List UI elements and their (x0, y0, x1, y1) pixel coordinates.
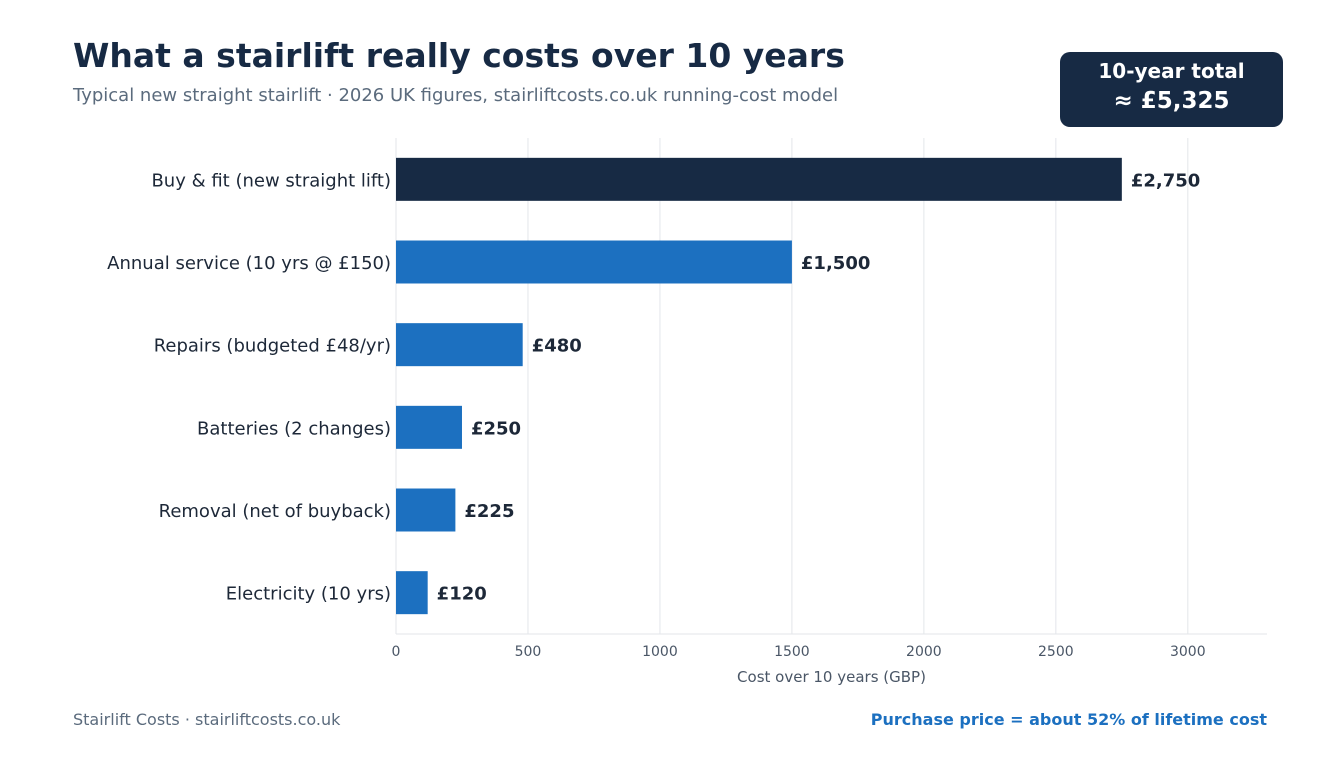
chart-subtitle: Typical new straight stairlift · 2026 UK… (73, 85, 839, 106)
bar-5 (396, 571, 428, 615)
category-label: Batteries (2 changes) (197, 418, 391, 439)
bar-1 (396, 240, 792, 284)
footer-note: Purchase price = about 52% of lifetime c… (870, 710, 1267, 729)
total-badge: 10-year total ≈ £5,325 (1060, 52, 1283, 127)
data-label: £1,500 (801, 253, 870, 274)
x-axis-label: Cost over 10 years (GBP) (737, 668, 926, 686)
bar-3 (396, 405, 462, 449)
bar-0 (396, 157, 1122, 201)
bar-4 (396, 488, 456, 532)
data-label: £2,750 (1131, 170, 1200, 191)
chart-title: What a stairlift really costs over 10 ye… (73, 36, 845, 75)
x-tick-label: 3000 (1170, 644, 1206, 660)
x-tick-label: 0 (392, 644, 401, 660)
category-label: Buy & fit (new straight lift) (151, 170, 391, 191)
footer-source: Stairlift Costs · stairliftcosts.co.uk (73, 710, 341, 729)
category-label: Electricity (10 yrs) (226, 584, 391, 605)
category-label: Annual service (10 yrs @ £150) (107, 253, 391, 274)
total-badge-value: ≈ £5,325 (1113, 88, 1230, 114)
data-label: £480 (532, 336, 582, 357)
data-label: £225 (464, 501, 514, 522)
x-tick-label: 2500 (1038, 644, 1074, 660)
category-label: Repairs (budgeted £48/yr) (154, 336, 391, 357)
data-label: £250 (471, 418, 521, 439)
x-tick-label: 2000 (906, 644, 942, 660)
data-label: £120 (437, 584, 487, 605)
bar-2 (396, 323, 523, 367)
x-tick-label: 1500 (774, 644, 810, 660)
total-badge-label: 10-year total (1098, 59, 1245, 83)
x-tick-label: 500 (515, 644, 542, 660)
category-label: Removal (net of buyback) (159, 501, 391, 522)
x-tick-label: 1000 (642, 644, 678, 660)
